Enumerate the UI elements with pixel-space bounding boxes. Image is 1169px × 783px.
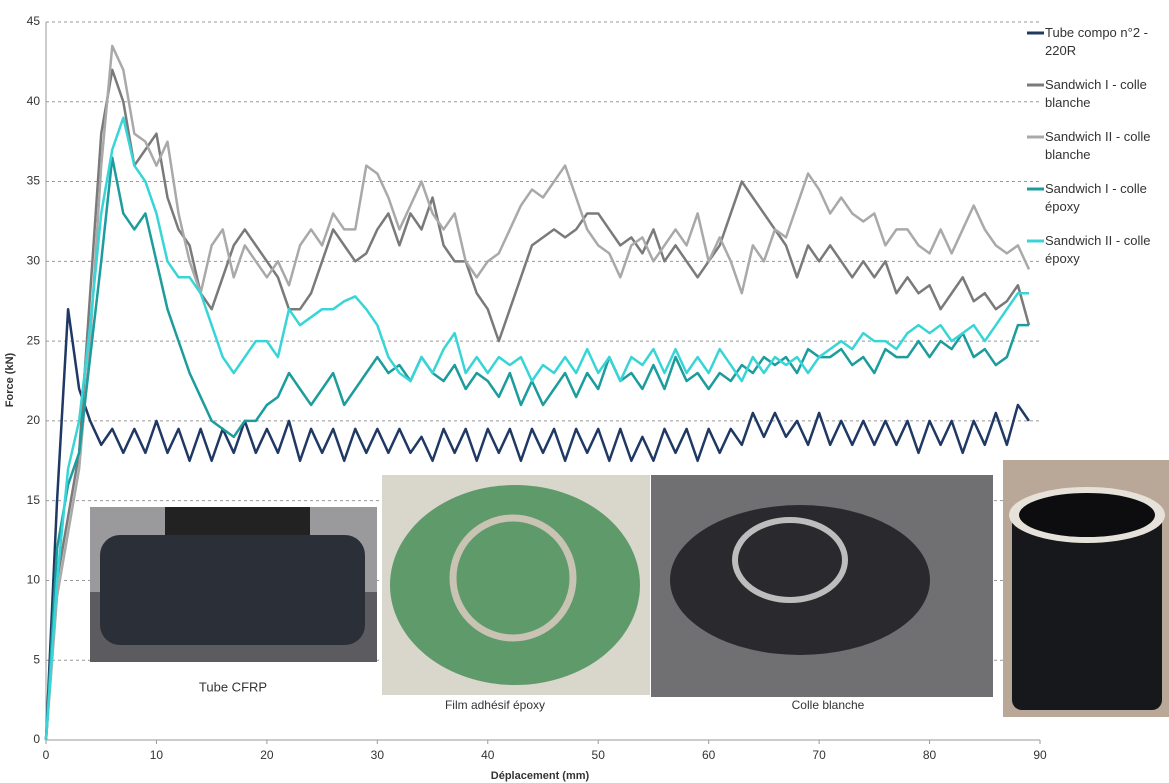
y-tick-label: 45 — [27, 14, 41, 28]
photo-caption: Tube CFRP — [199, 679, 267, 694]
y-tick-label: 25 — [27, 333, 41, 347]
photo-crushed-tube — [100, 535, 365, 645]
series-line — [44, 156, 1029, 741]
photo-tube-inside — [1019, 493, 1155, 537]
legend-label: Sandwich I - colle époxy — [1045, 181, 1147, 214]
photo-epoxy-ring — [449, 514, 577, 642]
series-line — [44, 44, 1031, 741]
photo-caption: Film adhésif époxy — [445, 698, 545, 712]
series-line — [44, 116, 1029, 741]
x-tick-label: 0 — [43, 748, 50, 762]
legend-label: Sandwich II - colle époxy — [1045, 233, 1151, 266]
legend-label: Sandwich I - colle blanche — [1045, 77, 1147, 110]
x-tick-label: 80 — [923, 748, 937, 762]
x-tick-label: 50 — [592, 748, 606, 762]
x-tick-label: 60 — [702, 748, 716, 762]
photo-colle-debris — [670, 505, 930, 655]
photo-epoxy-debris — [390, 485, 640, 685]
y-tick-label: 5 — [33, 652, 40, 666]
legend-label: Tube compo n°2 - 220R — [1045, 25, 1148, 58]
y-tick-label: 0 — [33, 732, 40, 746]
x-tick-label: 30 — [371, 748, 385, 762]
x-tick-label: 40 — [481, 748, 495, 762]
x-axis-label: Déplacement (mm) — [491, 770, 590, 782]
photo-caption: Colle blanche — [792, 698, 865, 712]
x-tick-label: 90 — [1033, 748, 1047, 762]
y-tick-label: 30 — [27, 254, 41, 268]
y-axis-label: Force (kN) — [4, 352, 16, 407]
series-line — [44, 307, 1030, 741]
legend-label: Sandwich II - colle blanche — [1045, 129, 1151, 162]
x-tick-label: 10 — [150, 748, 164, 762]
y-tick-label: 20 — [27, 413, 41, 427]
x-tick-label: 20 — [260, 748, 274, 762]
photo-tube-body — [1012, 505, 1162, 710]
y-tick-label: 35 — [27, 174, 41, 188]
series-line — [44, 68, 1031, 741]
y-tick-label: 15 — [27, 493, 41, 507]
y-tick-label: 40 — [27, 94, 41, 108]
photo-colle-ring — [732, 517, 848, 603]
y-tick-label: 10 — [27, 573, 41, 587]
x-tick-label: 70 — [812, 748, 826, 762]
photos — [90, 460, 1169, 717]
